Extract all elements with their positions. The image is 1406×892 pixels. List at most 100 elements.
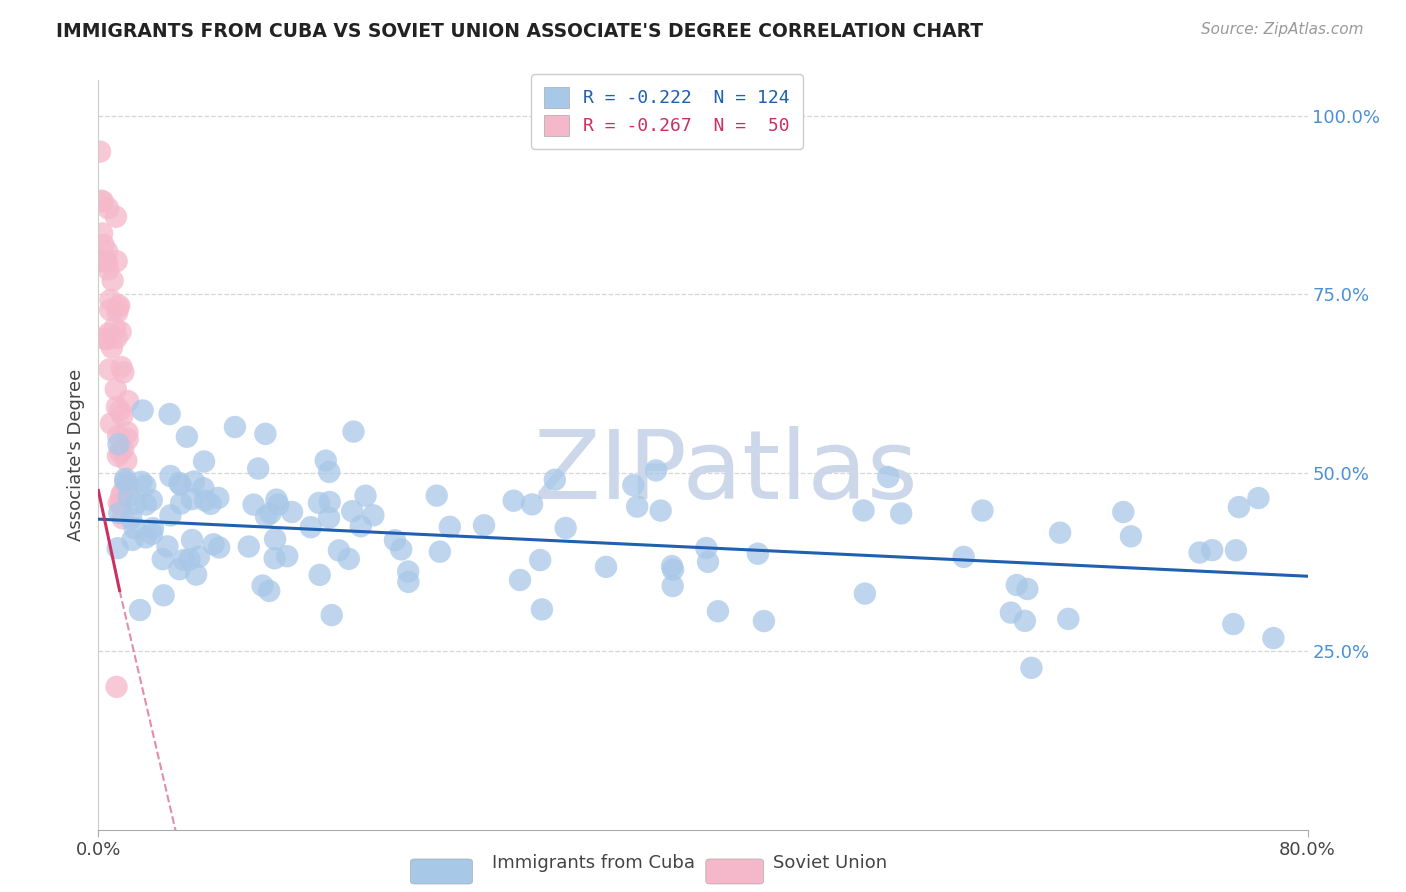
Point	[1119, 529, 1142, 543]
Point	[877, 470, 900, 484]
Point	[135, 498, 157, 512]
Point	[257, 583, 280, 598]
Point	[89, 145, 111, 159]
Point	[152, 588, 174, 602]
Point	[107, 305, 129, 319]
Point	[90, 194, 112, 208]
Point	[509, 573, 531, 587]
Point	[1005, 578, 1028, 592]
Point	[110, 497, 132, 511]
Point	[111, 409, 134, 423]
Point	[426, 489, 449, 503]
Point	[502, 493, 524, 508]
Point	[852, 503, 875, 517]
Point	[1057, 612, 1080, 626]
Point	[104, 210, 127, 224]
Point	[183, 475, 205, 489]
Point	[110, 489, 132, 503]
Point	[263, 551, 285, 566]
Text: ZIPatlas: ZIPatlas	[533, 426, 918, 519]
Point	[107, 449, 129, 463]
Point	[110, 325, 132, 339]
Point	[530, 602, 553, 616]
Point	[321, 608, 343, 623]
Point	[180, 492, 202, 507]
Point	[318, 465, 340, 479]
Point	[112, 365, 135, 379]
Text: Source: ZipAtlas.com: Source: ZipAtlas.com	[1201, 22, 1364, 37]
Point	[626, 500, 648, 514]
Point	[169, 477, 191, 491]
Point	[520, 497, 543, 511]
Point	[952, 549, 974, 564]
Point	[131, 475, 153, 489]
Point	[120, 511, 142, 525]
Point	[350, 519, 373, 533]
Point	[1017, 582, 1039, 596]
Text: Immigrants from Cuba: Immigrants from Cuba	[492, 855, 695, 872]
Point	[186, 567, 208, 582]
Point	[115, 453, 138, 467]
Text: IMMIGRANTS FROM CUBA VS SOVIET UNION ASSOCIATE'S DEGREE CORRELATION CHART: IMMIGRANTS FROM CUBA VS SOVIET UNION ASS…	[56, 22, 983, 41]
Point	[1021, 661, 1043, 675]
Point	[93, 332, 115, 346]
Point	[1112, 505, 1135, 519]
Point	[169, 475, 191, 490]
Point	[114, 472, 136, 486]
Point	[170, 496, 193, 510]
Point	[662, 563, 685, 577]
Point	[207, 491, 229, 505]
Point	[114, 475, 136, 489]
Point	[129, 603, 152, 617]
Point	[890, 507, 912, 521]
Point	[107, 300, 129, 314]
Point	[91, 227, 114, 241]
Point	[134, 478, 156, 492]
Point	[156, 540, 179, 554]
Point	[337, 551, 360, 566]
Point	[595, 560, 617, 574]
Point	[181, 533, 204, 547]
Point	[193, 481, 215, 495]
Point	[111, 511, 134, 525]
Point	[105, 400, 128, 414]
Point	[252, 578, 274, 592]
Point	[621, 478, 644, 492]
Point	[131, 403, 153, 417]
Point	[141, 527, 163, 541]
Point	[554, 521, 576, 535]
Point	[193, 454, 215, 468]
Point	[200, 497, 222, 511]
Point	[117, 432, 139, 446]
Point	[159, 469, 181, 483]
Point	[152, 552, 174, 566]
Point	[276, 549, 298, 564]
Point	[89, 254, 111, 268]
Point	[1247, 491, 1270, 505]
Point	[661, 579, 683, 593]
Point	[98, 302, 121, 317]
Point	[115, 478, 138, 492]
Point	[299, 520, 322, 534]
Point	[117, 425, 139, 440]
Point	[194, 493, 217, 508]
Point	[100, 417, 122, 431]
Point	[384, 533, 406, 548]
Point	[247, 461, 270, 475]
Point	[105, 254, 128, 268]
Point	[159, 508, 181, 523]
Point	[135, 530, 157, 544]
Point	[108, 299, 131, 313]
Y-axis label: Associate's Degree: Associate's Degree	[66, 368, 84, 541]
Point	[472, 518, 495, 533]
Point	[97, 262, 120, 277]
Point	[354, 489, 377, 503]
Point	[173, 553, 195, 567]
Point	[267, 498, 290, 512]
Point	[1201, 543, 1223, 558]
Point	[96, 333, 118, 347]
Point	[429, 544, 451, 558]
Point	[661, 559, 683, 574]
Point	[1014, 614, 1036, 628]
Point	[318, 495, 340, 509]
